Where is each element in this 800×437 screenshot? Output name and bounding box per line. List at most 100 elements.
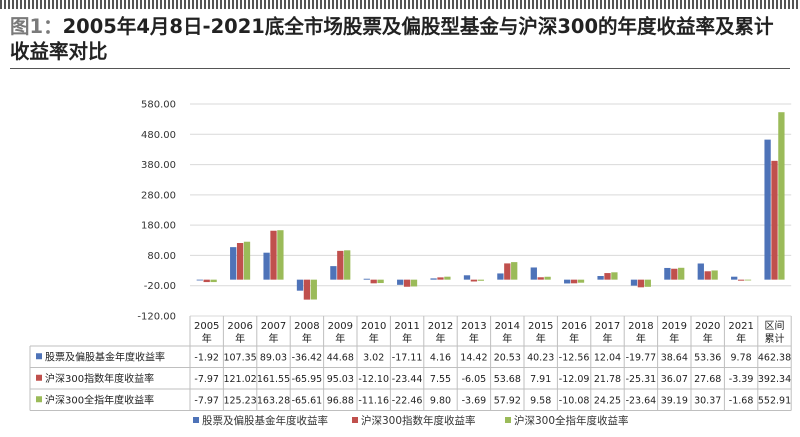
bar [731, 276, 738, 280]
y-tick-label: 480.00 [141, 130, 176, 141]
data-label: 53.68 [494, 374, 521, 385]
data-label: 36.07 [661, 374, 688, 385]
data-label: 107.35 [223, 352, 256, 363]
data-label: 9.80 [430, 395, 451, 406]
bar [403, 279, 411, 287]
bar [463, 275, 471, 280]
x-tick-label: 年 [269, 332, 279, 345]
data-label: 14.42 [460, 352, 487, 363]
bar [296, 279, 304, 291]
bar [611, 272, 618, 280]
x-tick-label: 2008 [294, 321, 319, 332]
y-tick-label: -20.00 [144, 281, 176, 292]
data-label: 95.03 [327, 374, 354, 385]
data-label: 96.88 [327, 395, 354, 406]
data-label: -1.68 [729, 395, 754, 406]
bar [511, 262, 518, 280]
y-tick-label: -120.00 [137, 312, 176, 323]
data-label: -22.46 [392, 395, 423, 406]
data-label: 24.25 [594, 395, 621, 406]
data-label: -7.97 [194, 374, 219, 385]
bar [397, 279, 404, 285]
data-label: -25.31 [626, 374, 657, 385]
data-label: 20.53 [494, 352, 521, 363]
bar [744, 279, 752, 281]
x-tick-label: 2009 [328, 321, 353, 332]
data-label: -7.97 [194, 395, 219, 406]
bar [771, 160, 778, 280]
data-label: -12.10 [358, 374, 389, 385]
bar [270, 230, 277, 280]
data-label: 392.34 [758, 374, 791, 385]
bar [236, 243, 244, 280]
data-label: 57.92 [494, 395, 521, 406]
data-label: -6.05 [462, 374, 487, 385]
x-tick-label: 2016 [561, 321, 586, 332]
data-label: -17.11 [392, 352, 423, 363]
data-label: 552.91 [758, 395, 791, 406]
bar [310, 279, 317, 300]
bar [630, 279, 638, 286]
bar [437, 277, 444, 280]
bar [711, 270, 718, 280]
bar [477, 279, 484, 281]
data-label: 12.04 [594, 352, 621, 363]
bar [337, 250, 344, 280]
bar [263, 252, 270, 280]
x-tick-label: 年 [669, 332, 679, 345]
x-tick-label: 区间 [765, 319, 785, 332]
bar [564, 279, 571, 284]
bar [370, 279, 377, 284]
x-tick-label: 年 [569, 332, 579, 345]
bar [577, 279, 585, 283]
bar [537, 277, 544, 280]
x-tick-label: 年 [369, 332, 379, 345]
x-tick-label: 2011 [394, 321, 419, 332]
x-tick-label: 2014 [495, 321, 520, 332]
bar [570, 279, 578, 284]
bar [430, 278, 437, 280]
chart-title-text: 2005年4月8日-2021底全市场股票及偏股型基金与沪深300的年度收益率及累… [10, 15, 774, 63]
x-tick-label: 年 [469, 332, 479, 345]
y-tick-label: 80.00 [147, 251, 176, 262]
bar [530, 267, 537, 280]
bar [330, 266, 337, 280]
data-label: 27.68 [694, 374, 721, 385]
data-label: 38.64 [661, 352, 688, 363]
data-label: -1.92 [194, 352, 219, 363]
x-tick-label: 年 [502, 332, 512, 345]
title-dotted-bar [0, 0, 800, 9]
bar [764, 139, 771, 280]
x-tick-label: 2010 [361, 321, 386, 332]
data-label: 40.23 [527, 352, 554, 363]
bar [737, 279, 745, 281]
bar [664, 267, 671, 280]
bar [303, 279, 311, 300]
data-label: 161.55 [257, 374, 290, 385]
x-tick-label: 年 [536, 332, 546, 345]
bar [410, 279, 418, 287]
bar [470, 279, 478, 282]
bar [704, 271, 711, 280]
x-tick-label: 2007 [261, 321, 286, 332]
x-tick-label: 2021 [728, 321, 753, 332]
table-series-name: 沪深300指数年度收益率 [45, 372, 154, 385]
data-label: 3.02 [363, 352, 384, 363]
bar [678, 267, 685, 280]
legend-marker [352, 417, 358, 423]
bar [243, 241, 251, 280]
x-tick-label: 2018 [628, 321, 653, 332]
bar [637, 279, 645, 288]
data-label: 30.37 [694, 395, 721, 406]
x-tick-label: 2015 [528, 321, 553, 332]
data-label: 7.55 [430, 374, 451, 385]
x-tick-label: 年 [603, 332, 613, 345]
bar [604, 273, 611, 280]
x-tick-label: 2019 [662, 321, 687, 332]
bar [671, 268, 678, 280]
x-tick-label: 2020 [695, 321, 720, 332]
data-label: -3.69 [462, 395, 487, 406]
data-label: -12.09 [559, 374, 590, 385]
data-label: 4.16 [430, 352, 451, 363]
